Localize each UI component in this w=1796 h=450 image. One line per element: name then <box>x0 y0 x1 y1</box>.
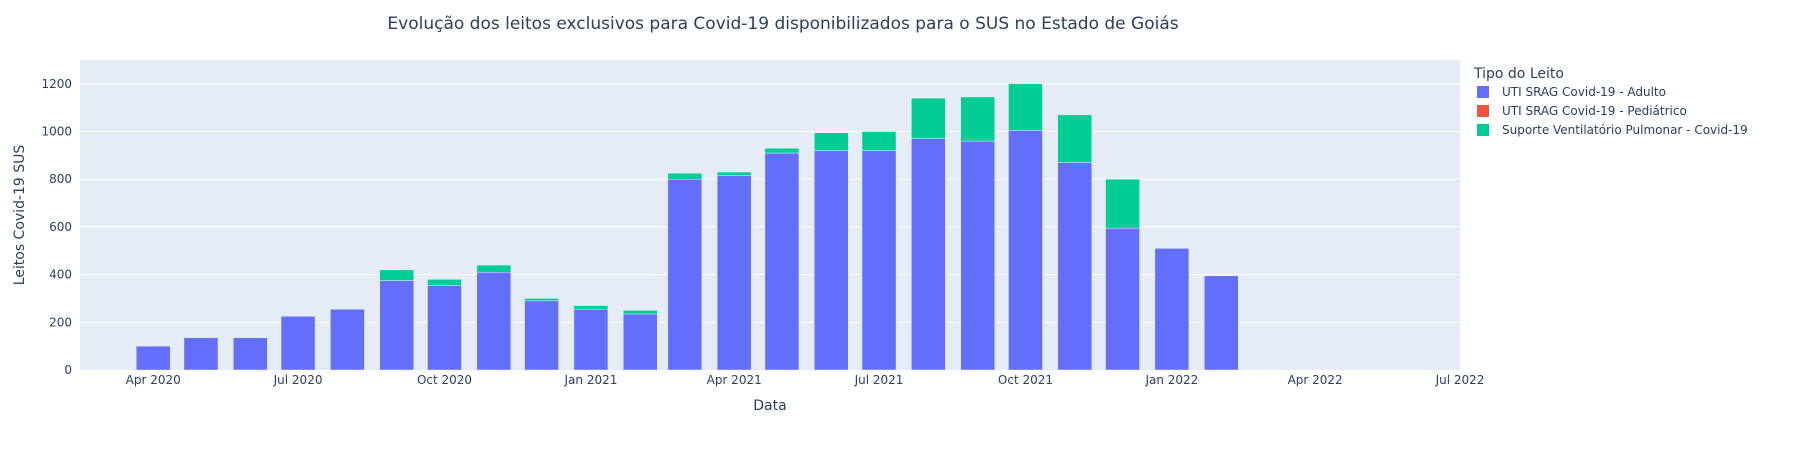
bar-segment[interactable] <box>1154 248 1190 371</box>
bar-segment[interactable] <box>379 280 414 371</box>
y-tick-label: 800 <box>49 172 72 186</box>
legend-item[interactable]: Suporte Ventilatório Pulmonar - Covid-19 <box>1477 123 1748 137</box>
x-tick-label: Jan 2021 <box>564 373 618 387</box>
x-tick-label: Apr 2020 <box>126 373 181 387</box>
bar-segment[interactable] <box>379 269 414 281</box>
bar-segment[interactable] <box>764 152 800 371</box>
bar-segment[interactable] <box>1203 275 1239 371</box>
legend-swatch <box>1477 105 1489 117</box>
legend[interactable]: Tipo do Leito UTI SRAG Covid-19 - Adulto… <box>1473 66 1748 137</box>
bar-segment[interactable] <box>716 171 752 176</box>
bar-segment[interactable] <box>330 308 365 371</box>
bar-segment[interactable] <box>524 298 559 302</box>
x-tick-label: Jul 2022 <box>1435 373 1485 387</box>
x-tick-label: Jul 2020 <box>273 373 323 387</box>
legend-swatch <box>1477 124 1489 136</box>
bar-segment[interactable] <box>427 285 462 371</box>
bar-segment[interactable] <box>280 316 316 371</box>
y-tick-label: 400 <box>49 268 72 282</box>
x-tick-label: Oct 2020 <box>417 373 472 387</box>
bar-segment[interactable] <box>960 96 995 142</box>
chart-title: Evolução dos leitos exclusivos para Covi… <box>387 14 1178 34</box>
bar-segment[interactable] <box>623 313 658 371</box>
bar-segment[interactable] <box>716 175 752 371</box>
bars <box>135 83 1239 371</box>
y-tick-label: 1200 <box>41 77 72 91</box>
bar-segment[interactable] <box>427 279 462 286</box>
x-tick-label: Apr 2021 <box>707 373 762 387</box>
bar-segment[interactable] <box>814 150 849 371</box>
x-tick-label: Jul 2021 <box>854 373 904 387</box>
bar-segment[interactable] <box>573 305 609 310</box>
legend-title: Tipo do Leito <box>1473 66 1564 82</box>
bar-segment[interactable] <box>1105 178 1140 229</box>
bar-segment[interactable] <box>573 308 609 371</box>
bar-segment[interactable] <box>667 173 703 180</box>
bar-segment[interactable] <box>814 132 849 151</box>
bar-segment[interactable] <box>476 264 512 273</box>
y-tick-labels: 0 200 400 600 800 1000 1200 <box>41 77 72 377</box>
x-tick-label: Oct 2021 <box>998 373 1053 387</box>
y-tick-label: 200 <box>49 315 72 329</box>
bar-segment[interactable] <box>233 337 268 371</box>
legend-swatch <box>1477 86 1489 98</box>
bar-segment[interactable] <box>1057 114 1093 163</box>
y-tick-label: 1000 <box>41 125 72 139</box>
bar-segment[interactable] <box>667 178 703 371</box>
bar-segment[interactable] <box>861 131 897 151</box>
bar-segment[interactable] <box>135 345 171 371</box>
bar-segment[interactable] <box>911 97 946 139</box>
y-axis-title: Leitos Covid-19 SUS <box>12 145 28 286</box>
legend-item[interactable]: UTI SRAG Covid-19 - Adulto <box>1477 85 1666 99</box>
legend-item[interactable]: UTI SRAG Covid-19 - Pediátrico <box>1477 104 1687 118</box>
x-tick-labels: Apr 2020 Jul 2020 Oct 2020 Jan 2021 Apr 2021… <box>126 373 1485 387</box>
y-tick-label: 600 <box>49 220 72 234</box>
legend-label: UTI SRAG Covid-19 - Adulto <box>1502 85 1666 99</box>
x-axis-title: Data <box>753 398 786 414</box>
bar-segment[interactable] <box>1105 227 1140 371</box>
bar-segment[interactable] <box>960 140 995 371</box>
bar-segment[interactable] <box>861 150 897 371</box>
bar-segment[interactable] <box>911 138 946 371</box>
x-tick-label: Apr 2022 <box>1288 373 1343 387</box>
bar-segment[interactable] <box>623 310 658 315</box>
bar-segment[interactable] <box>1008 83 1043 131</box>
bar-segment[interactable] <box>1057 162 1093 371</box>
legend-label: Suporte Ventilatório Pulmonar - Covid-19 <box>1502 123 1748 137</box>
legend-label: UTI SRAG Covid-19 - Pediátrico <box>1502 104 1687 118</box>
y-tick-label: 0 <box>64 363 72 377</box>
bar-segment[interactable] <box>183 337 219 371</box>
bar-segment[interactable] <box>1008 130 1043 371</box>
bar-segment[interactable] <box>476 271 512 371</box>
bar-segment[interactable] <box>764 147 800 154</box>
bar-segment[interactable] <box>524 300 559 371</box>
x-tick-label: Jan 2022 <box>1144 373 1198 387</box>
